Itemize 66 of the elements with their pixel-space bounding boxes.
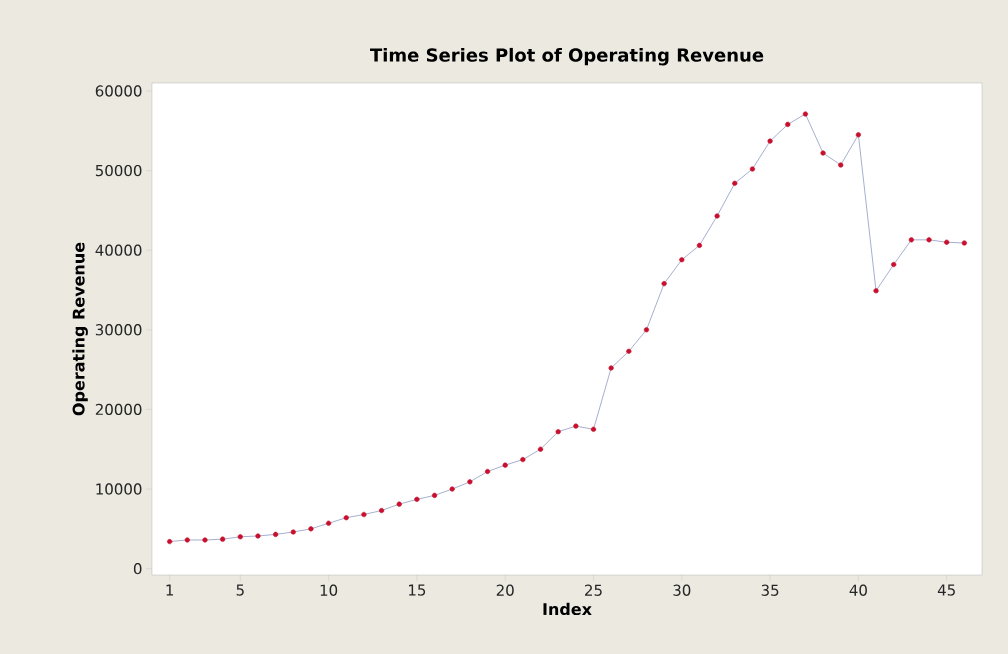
point — [714, 213, 720, 219]
x-tick-label: 15 — [409, 584, 426, 596]
y-tick-label: 60000 — [95, 85, 142, 97]
point — [873, 288, 879, 294]
point — [396, 501, 402, 507]
y-tick-label: 0 — [133, 562, 142, 575]
point — [891, 261, 897, 268]
point — [944, 239, 950, 245]
point — [696, 242, 703, 249]
point — [502, 462, 508, 468]
point — [732, 180, 738, 186]
y-tick-label: 10000 — [96, 483, 142, 495]
point — [237, 534, 243, 540]
point — [961, 240, 967, 246]
y-axis-title: Operating Revenue — [72, 242, 88, 416]
chart-title: Time Series Plot of Operating Revenue — [370, 47, 764, 66]
point — [643, 327, 650, 333]
point — [820, 150, 826, 156]
y-tick-label: 30000 — [95, 324, 142, 336]
point — [661, 281, 667, 287]
point — [555, 429, 561, 435]
x-tick-label: 35 — [761, 584, 779, 596]
y-tick-label: 50000 — [95, 164, 142, 177]
point — [785, 121, 791, 127]
x-tick-label: 5 — [236, 584, 244, 596]
point — [749, 166, 756, 172]
point — [184, 537, 190, 543]
y-tick-label: 20000 — [95, 403, 142, 416]
x-axis-title: Index — [543, 602, 592, 616]
point — [520, 456, 526, 463]
point — [679, 257, 685, 263]
point — [414, 496, 420, 502]
point — [167, 538, 173, 545]
point — [202, 537, 208, 543]
point — [626, 348, 632, 354]
point — [449, 486, 455, 492]
point — [767, 138, 773, 144]
x-tick-label: 20 — [496, 584, 514, 596]
x-tick-label: 1 — [166, 584, 174, 596]
point — [290, 529, 296, 535]
x-tick-label: 40 — [849, 584, 867, 596]
point — [838, 162, 844, 168]
point — [255, 533, 261, 539]
point — [802, 111, 809, 117]
point — [343, 515, 349, 521]
y-tick-label: 40000 — [95, 244, 142, 256]
point — [590, 426, 597, 432]
point — [484, 468, 491, 475]
point — [608, 365, 614, 371]
point — [308, 526, 314, 532]
x-tick-label: 45 — [937, 584, 955, 596]
x-tick-label: 25 — [585, 584, 602, 596]
point — [855, 132, 861, 138]
x-tick-label: 10 — [320, 584, 338, 596]
point — [220, 536, 226, 542]
point — [573, 423, 579, 429]
point — [467, 479, 473, 485]
point — [431, 492, 438, 498]
point — [926, 237, 932, 243]
x-tick-label: 30 — [673, 584, 691, 596]
point — [273, 531, 279, 537]
point — [361, 511, 367, 518]
point — [326, 520, 332, 526]
point — [537, 446, 544, 452]
point — [378, 507, 385, 514]
point — [908, 237, 914, 243]
